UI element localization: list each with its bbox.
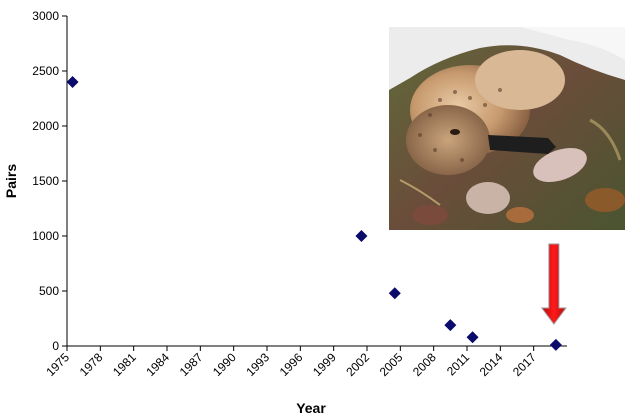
x-tick-label: 1996 xyxy=(277,350,306,379)
x-tick-label: 2008 xyxy=(410,350,439,379)
x-tick-label: 1984 xyxy=(143,350,172,379)
x-tick-label: 1981 xyxy=(110,350,139,379)
x-axis-title: Year xyxy=(296,400,326,416)
data-point xyxy=(388,287,401,300)
x-tick-label: 1987 xyxy=(177,350,206,379)
data-point xyxy=(466,331,479,344)
y-tick-label: 1500 xyxy=(32,174,59,188)
x-tick-label: 1978 xyxy=(77,350,106,379)
y-tick-label: 2500 xyxy=(32,64,59,78)
data-point xyxy=(549,338,562,351)
x-tick-label: 2014 xyxy=(477,350,506,379)
x-tick-label: 1975 xyxy=(43,350,72,379)
y-axis-title: Pairs xyxy=(3,164,19,198)
x-tick-label: 2002 xyxy=(343,350,372,379)
x-tick-label: 1990 xyxy=(210,350,239,379)
y-tick-label: 500 xyxy=(39,284,59,298)
data-point xyxy=(66,76,79,88)
y-axis: 0 500 1000 1500 2000 2500 3000 xyxy=(32,9,68,353)
x-tick-label: 2011 xyxy=(444,350,472,378)
y-tick-label: 2000 xyxy=(32,119,59,133)
x-axis: 1975 1978 1981 1984 1987 1990 1993 1996 1999 2002… xyxy=(43,345,567,379)
red-arrow-icon xyxy=(540,243,567,325)
data-point xyxy=(355,230,368,242)
data-points xyxy=(66,76,562,351)
y-tick-label: 3000 xyxy=(32,9,59,23)
y-tick-label: 0 xyxy=(52,339,59,353)
dead-bird-photo-icon xyxy=(389,27,625,230)
data-point xyxy=(444,319,457,332)
y-tick-label: 1000 xyxy=(32,229,59,243)
x-tick-label: 2017 xyxy=(510,350,539,379)
x-tick-label: 2005 xyxy=(377,350,406,379)
red-arrow-shape xyxy=(540,243,567,325)
x-tick-label: 1999 xyxy=(310,350,339,379)
x-tick-label: 1993 xyxy=(243,350,272,379)
